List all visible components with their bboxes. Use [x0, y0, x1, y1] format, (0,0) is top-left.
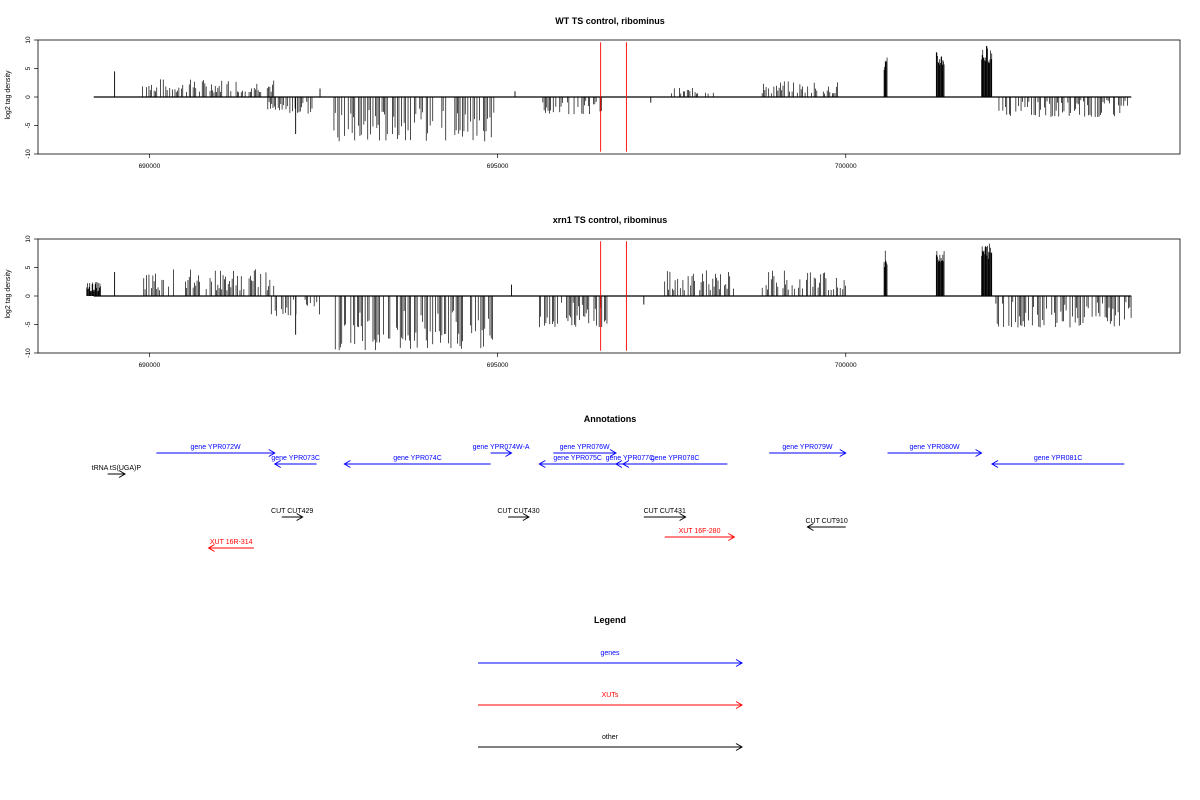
annotation-label: gene YPR072W: [191, 444, 241, 451]
annotation-label: gene YPR081C: [1034, 455, 1083, 462]
annotation-feature: gene YPR072W: [156, 444, 276, 457]
arrow-head: [975, 449, 983, 457]
legend-item: genes: [478, 650, 743, 667]
legend: Legend genes XUTs other: [478, 615, 743, 751]
annotation-label: gene YPR076W: [560, 444, 610, 451]
y-axis-label: log2 tag density: [5, 70, 12, 120]
legend-item: other: [478, 734, 743, 751]
arrow-head: [806, 523, 814, 531]
annotation-label: gene YPR073C: [271, 455, 320, 462]
legend-label: XUTs: [602, 692, 619, 699]
arrow-head: [990, 460, 999, 468]
legend-title: Legend: [594, 615, 626, 625]
annotation-label: gene YPR074W-A: [473, 444, 530, 451]
annotation-feature: gene YPR074C: [343, 455, 491, 468]
y-tick-label: 10: [25, 235, 32, 243]
annotation-feature: CUT CUT910: [805, 518, 848, 531]
legend-label: genes: [600, 650, 620, 657]
plot-frame: [37, 39, 1181, 155]
annotation-feature: XUT 16R-314: [207, 539, 254, 552]
legend-label: other: [602, 734, 619, 741]
annotation-label: tRNA tS(UGA)P: [92, 465, 142, 472]
arrow-head: [609, 449, 617, 457]
track-xrn1: xrn1 TS control, ribominus 10 5 0 -5 -10 6900…: [5, 215, 1181, 369]
track-marks: [93, 42, 1132, 152]
legend-items: genes XUTs other: [478, 650, 743, 751]
arrow-head: [296, 513, 304, 521]
arrow-head: [679, 513, 687, 521]
arrow-head: [268, 449, 276, 457]
x-tick-label: 700000: [835, 362, 857, 369]
annotation-feature: XUT 16F-280: [664, 528, 736, 541]
legend-item: XUTs: [478, 692, 743, 709]
annotation-label: CUT CUT910: [805, 518, 847, 525]
annotation-feature: gene YPR079W: [769, 444, 847, 457]
x-tick-label: 695000: [487, 362, 509, 369]
annotation-feature: gene YPR076W: [553, 444, 617, 457]
annotation-items: gene YPR072W gene YPR073C gene YPR074C gene…: [92, 444, 1125, 552]
annotation-feature: gene YPR080W: [887, 444, 983, 457]
arrow-head: [207, 544, 215, 552]
annotation-feature: CUT CUT431: [644, 508, 687, 521]
arrow-head: [118, 470, 127, 478]
y-tick-label: -10: [25, 348, 32, 358]
y-tick-label: -5: [25, 122, 32, 128]
y-tick-label: 5: [25, 265, 32, 269]
y-tick-label: 0: [25, 95, 32, 99]
track-axes: 10 5 0 -5 -10 690000 695000 700000: [25, 235, 857, 369]
arrow-head: [343, 460, 351, 468]
annotation-label: gene YPR078C: [651, 455, 700, 462]
annotation-feature: tRNA tS(UGA)P: [92, 465, 142, 478]
arrow-head: [735, 743, 743, 751]
annotation-feature: CUT CUT429: [271, 508, 313, 521]
track-wt: WT TS control, ribominus 10 5 0 -5 -10 690000…: [5, 16, 1181, 170]
annotation-label: gene YPR077C: [606, 455, 655, 462]
annotation-feature: gene YPR078C: [621, 455, 728, 468]
arrow-head: [273, 460, 282, 468]
track-axes: 10 5 0 -5 -10 690000 695000 700000: [25, 36, 857, 170]
annotation-label: XUT 16R-314: [210, 539, 253, 546]
arrow-head: [614, 460, 623, 468]
arrow-head: [735, 659, 743, 667]
annotation-label: gene YPR074C: [393, 455, 442, 462]
arrow-head: [839, 449, 847, 457]
track-title: WT TS control, ribominus: [555, 16, 665, 26]
arrow-head: [728, 533, 736, 541]
annotation-feature: gene YPR073C: [271, 455, 320, 468]
annotation-feature: gene YPR074W-A: [473, 444, 530, 457]
arrow-head: [735, 701, 743, 709]
y-axis-label: log2 tag density: [5, 269, 12, 319]
y-tick-label: -5: [25, 321, 32, 327]
track-marks: [86, 241, 1132, 351]
y-tick-label: 0: [25, 294, 32, 298]
annotation-label: CUT CUT429: [271, 508, 313, 515]
annotation-feature: CUT CUT430: [497, 508, 540, 521]
x-tick-label: 695000: [487, 163, 509, 170]
annotation-label: gene YPR080W: [910, 444, 960, 451]
annotation-label: gene YPR075C: [553, 455, 602, 462]
y-tick-label: 10: [25, 36, 32, 44]
annotation-feature: gene YPR081C: [990, 455, 1125, 468]
annotation-label: CUT CUT431: [644, 508, 686, 515]
plot-frame: [37, 238, 1181, 354]
y-tick-label: 5: [25, 66, 32, 70]
track-title: xrn1 TS control, ribominus: [553, 215, 668, 225]
annotation-label: CUT CUT430: [497, 508, 539, 515]
annotation-label: gene YPR079W: [782, 444, 832, 451]
x-tick-label: 690000: [139, 163, 161, 170]
annotations-title: Annotations: [584, 414, 637, 424]
annotation-feature: gene YPR075C: [538, 455, 616, 468]
arrow-head: [505, 449, 513, 457]
y-tick-label: -10: [25, 149, 32, 159]
arrow-head: [522, 513, 530, 521]
x-tick-label: 690000: [139, 362, 161, 369]
annotation-feature: gene YPR077C: [606, 455, 655, 468]
arrow-head: [621, 460, 630, 468]
x-tick-label: 700000: [835, 163, 857, 170]
arrow-head: [538, 460, 546, 468]
annotation-label: XUT 16F-280: [679, 528, 721, 535]
